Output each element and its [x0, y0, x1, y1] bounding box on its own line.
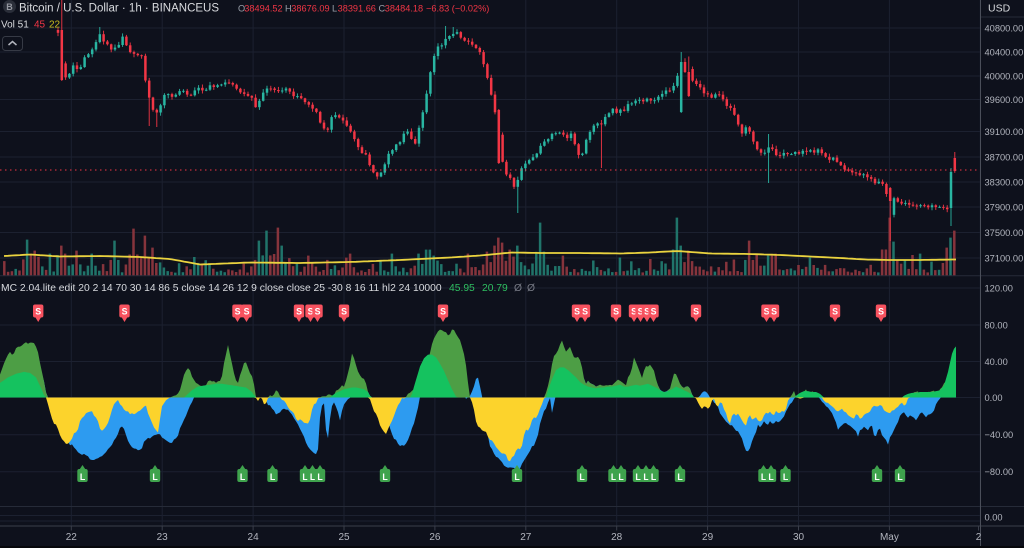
- svg-text:S: S: [244, 306, 250, 316]
- svg-text:S: S: [296, 306, 302, 316]
- svg-text:27: 27: [520, 532, 532, 543]
- svg-text:37900.00: 37900.00: [985, 202, 1024, 212]
- svg-text:L: L: [618, 472, 624, 482]
- svg-text:40800.00: 40800.00: [985, 23, 1024, 33]
- svg-text:S: S: [574, 306, 580, 316]
- svg-text:L: L: [761, 472, 767, 482]
- svg-text:22: 22: [66, 532, 78, 543]
- svg-text:S: S: [771, 306, 777, 316]
- svg-text:L: L: [677, 472, 683, 482]
- svg-text:S: S: [235, 306, 241, 316]
- svg-text:23: 23: [157, 532, 169, 543]
- svg-text:L: L: [302, 472, 308, 482]
- svg-text:L: L: [310, 472, 316, 482]
- svg-text:L: L: [768, 472, 774, 482]
- svg-text:L: L: [643, 472, 649, 482]
- svg-text:S: S: [582, 306, 588, 316]
- svg-text:May: May: [880, 532, 899, 543]
- svg-text:S: S: [122, 306, 128, 316]
- svg-text:0.00: 0.00: [985, 393, 1003, 403]
- svg-text:40.00: 40.00: [985, 357, 1008, 367]
- svg-text:S: S: [613, 306, 619, 316]
- svg-text:80.00: 80.00: [985, 320, 1008, 330]
- svg-text:L: L: [874, 472, 880, 482]
- svg-text:L: L: [382, 472, 388, 482]
- svg-text:2: 2: [976, 532, 982, 543]
- svg-text:S: S: [644, 306, 650, 316]
- svg-text:26: 26: [429, 532, 441, 543]
- svg-text:L: L: [579, 472, 585, 482]
- svg-text:S: S: [693, 306, 699, 316]
- svg-text:S: S: [308, 306, 314, 316]
- svg-text:L: L: [240, 472, 246, 482]
- svg-text:40000.00: 40000.00: [985, 71, 1024, 81]
- svg-text:L: L: [651, 472, 657, 482]
- svg-text:L: L: [611, 472, 617, 482]
- svg-text:24: 24: [248, 532, 260, 543]
- svg-text:38300.00: 38300.00: [985, 177, 1024, 187]
- svg-text:Bitcoin / U.S. Dollar · 1h · B: Bitcoin / U.S. Dollar · 1h · BINANCEUS: [19, 3, 219, 15]
- svg-text:S: S: [638, 306, 644, 316]
- svg-text:L: L: [80, 472, 86, 482]
- svg-text:L: L: [317, 472, 323, 482]
- svg-text:L: L: [635, 472, 641, 482]
- svg-text:40400.00: 40400.00: [985, 47, 1024, 57]
- svg-text:L: L: [514, 472, 520, 482]
- svg-text:−40.00: −40.00: [985, 430, 1014, 440]
- svg-text:0.00: 0.00: [985, 512, 1003, 522]
- svg-text:−80.00: −80.00: [985, 467, 1014, 477]
- svg-text:L: L: [270, 472, 276, 482]
- svg-text:B: B: [6, 2, 13, 12]
- svg-text:120.00: 120.00: [985, 283, 1013, 293]
- svg-text:S: S: [631, 306, 637, 316]
- svg-text:29: 29: [702, 532, 714, 543]
- svg-text:25: 25: [338, 532, 350, 543]
- svg-text:S: S: [35, 306, 41, 316]
- svg-text:39600.00: 39600.00: [985, 95, 1024, 105]
- svg-text:MC 2.04.lite edit 20 2 14 70 3: MC 2.04.lite edit 20 2 14 70 30 14 86 5 …: [1, 283, 442, 294]
- svg-text:30: 30: [793, 532, 805, 543]
- svg-text:L: L: [897, 472, 903, 482]
- svg-text:L: L: [783, 472, 789, 482]
- svg-text:L: L: [152, 472, 158, 482]
- svg-text:39100.00: 39100.00: [985, 127, 1024, 137]
- svg-text:S: S: [832, 306, 838, 316]
- svg-text:ØØ: ØØ: [514, 283, 535, 294]
- svg-text:S: S: [764, 306, 770, 316]
- svg-text:37500.00: 37500.00: [985, 228, 1024, 238]
- svg-text:USD: USD: [988, 3, 1011, 15]
- svg-text:S: S: [878, 306, 884, 316]
- svg-text:S: S: [341, 306, 347, 316]
- svg-text:S: S: [651, 306, 657, 316]
- svg-text:37100.00: 37100.00: [985, 253, 1024, 263]
- svg-text:38700.00: 38700.00: [985, 152, 1024, 162]
- svg-text:S: S: [440, 306, 446, 316]
- svg-text:28: 28: [611, 532, 623, 543]
- svg-text:S: S: [315, 306, 321, 316]
